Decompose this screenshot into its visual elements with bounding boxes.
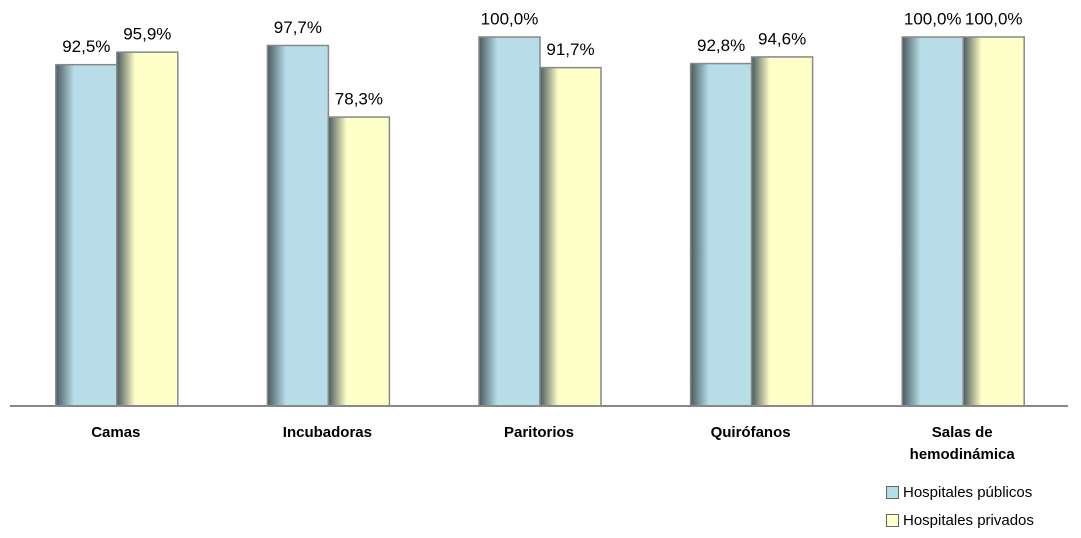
value-label: 78,3% bbox=[335, 90, 383, 109]
legend-item: Hospitales públicos bbox=[886, 484, 1032, 501]
value-label: 100,0% bbox=[965, 9, 1023, 28]
bar bbox=[962, 36, 1025, 407]
x-tick-label: Salas de hemodinámica bbox=[909, 424, 1015, 463]
bar bbox=[478, 36, 541, 407]
bar bbox=[327, 116, 391, 407]
bar bbox=[901, 36, 964, 407]
legend-swatch bbox=[886, 486, 899, 499]
legend-label: Hospitales públicos bbox=[903, 484, 1033, 501]
value-label: 91,7% bbox=[546, 40, 594, 59]
value-label: 100,0% bbox=[481, 9, 539, 28]
legend-swatch bbox=[886, 514, 899, 527]
x-tick-label: Camas bbox=[91, 424, 141, 441]
bar bbox=[116, 51, 179, 407]
legend-label: Hospitales privados bbox=[903, 512, 1034, 529]
bar bbox=[266, 44, 330, 407]
x-tick-label: Incubadoras bbox=[282, 424, 372, 441]
value-label: 92,5% bbox=[62, 37, 110, 56]
legend-item: Hospitales privados bbox=[886, 512, 1034, 529]
x-tick-label: Quirófanos bbox=[710, 424, 791, 441]
value-label: 92,8% bbox=[697, 36, 745, 55]
bar bbox=[539, 66, 602, 407]
value-label: 100,0% bbox=[904, 9, 962, 28]
value-label: 97,7% bbox=[274, 18, 322, 37]
bar bbox=[750, 56, 814, 407]
value-label: 94,6% bbox=[758, 29, 806, 48]
value-label: 95,9% bbox=[123, 25, 171, 44]
bar bbox=[689, 62, 753, 407]
x-tick-label: Paritorios bbox=[503, 424, 575, 441]
bar bbox=[55, 63, 118, 407]
